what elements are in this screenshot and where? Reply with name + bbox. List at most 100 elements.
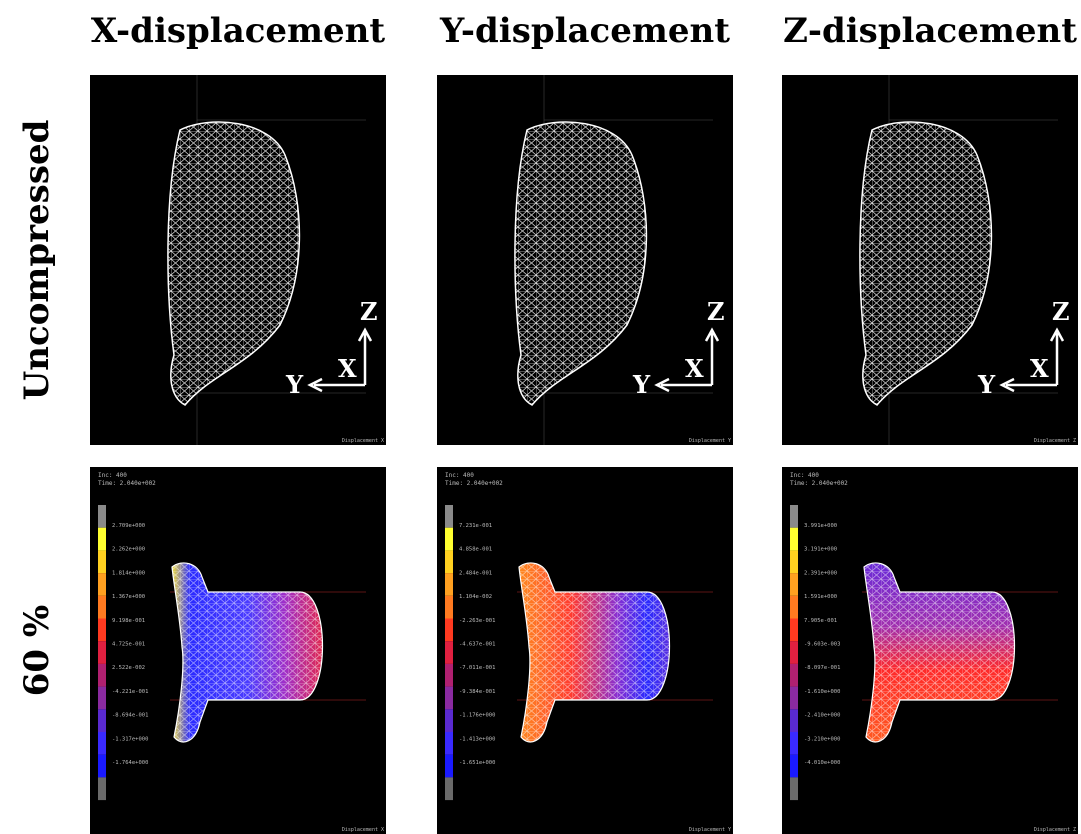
axis-label-x: X [338,354,357,383]
colorbar-label: 3.191e+000 [804,547,837,553]
colorbar-block [445,573,453,596]
colorbar-block [98,528,106,551]
panel: Displacement X ZX Y [90,75,386,445]
colorbar-block [98,573,106,596]
colorbar-label: -1.651e+000 [459,760,495,766]
colorbar-label: 1.814e+000 [112,570,145,576]
colorbar-block [790,573,798,596]
colorbar-block [445,687,453,710]
colorbar-label: 3.991e+000 [804,523,837,529]
colorbar-block [790,755,798,778]
colorbar-block [445,641,453,664]
colorbar-label: -1.413e+000 [459,736,495,742]
increment: Inc: 400 [790,472,819,479]
colorbar-block [790,619,798,642]
panel: Displacement Y Inc: 400Time: 2.040e+002 7.… [437,467,733,834]
colorbar-block [445,664,453,687]
colorbar-block [790,550,798,573]
colorbar-block [790,596,798,619]
colorbar-label: -4.221e-001 [112,689,148,695]
panel-footer: Displacement Z [1034,438,1076,444]
colorbar-block [98,732,106,755]
colorbar-label: 4.858e-001 [459,547,492,553]
colorbar-block [98,777,106,800]
colorbar-block [790,732,798,755]
axis-label-z: Z [360,297,378,326]
colorbar-label: 2.391e+000 [804,570,837,576]
time: Time: 2.040e+002 [445,480,503,487]
colorbar-block [98,596,106,619]
row-label: Uncompressed [17,120,57,401]
colorbar-block [445,755,453,778]
colorbar-block [98,619,106,642]
axis-label-y: Y [285,370,304,399]
colorbar-label: -8.097e-001 [804,665,840,671]
colorbar-block [98,550,106,573]
colorbar-label: 1.104e-002 [459,594,492,600]
colorbar-label: -2.263e-001 [459,618,495,624]
colorbar-label: 2.484e-001 [459,570,492,576]
axis-label-z: Z [1052,297,1070,326]
column-title: Y-displacement [439,11,730,51]
colorbar-label: 1.367e+000 [112,594,145,600]
colorbar-block [790,505,798,528]
colorbar-block [445,709,453,732]
axis-label-z: Z [707,297,725,326]
colorbar-label: -3.210e+000 [804,736,840,742]
axis-label-y: Y [977,370,996,399]
increment: Inc: 400 [445,472,474,479]
colorbar-label: 9.198e-001 [112,618,145,624]
colorbar-label: -1.176e+000 [459,713,495,719]
colorbar-block [98,755,106,778]
colorbar-block [790,641,798,664]
colorbar-block [445,528,453,551]
axis-label-x: X [685,354,704,383]
colorbar-label: -7.011e-001 [459,665,495,671]
colorbar-block [790,687,798,710]
panel-footer: Displacement X [342,438,384,444]
increment: Inc: 400 [98,472,127,479]
colorbar-label: -8.694e-001 [112,713,148,719]
colorbar-label: -4.010e+000 [804,760,840,766]
colorbar-block [790,777,798,800]
time: Time: 2.040e+002 [98,480,156,487]
colorbar-block [98,687,106,710]
colorbar-label: -9.603e-003 [804,642,840,648]
axis-label-y: Y [632,370,651,399]
colorbar-label: 2.262e+000 [112,547,145,553]
colorbar-label: 2.709e+000 [112,523,145,529]
colorbar-label: -1.317e+000 [112,736,148,742]
colorbar-block [445,619,453,642]
colorbar-label: -1.764e+000 [112,760,148,766]
column-title: X-displacement [91,11,385,51]
panel-footer: Displacement Y [689,827,731,833]
colorbar-block [98,505,106,528]
colorbar-label: 7.231e-001 [459,523,492,529]
panel: Displacement Z ZX Y [782,75,1078,445]
colorbar-block [98,709,106,732]
colorbar-block [445,732,453,755]
colorbar-label: -1.610e+000 [804,689,840,695]
figure: Uncompressed60 %X-displacementDisplaceme… [0,0,1081,834]
colorbar-label: 7.905e-001 [804,618,837,624]
colorbar-label: -9.384e-001 [459,689,495,695]
colorbar-block [445,550,453,573]
colorbar-label: -2.410e+000 [804,713,840,719]
colorbar-label: 4.725e-001 [112,642,145,648]
colorbar-block [98,641,106,664]
colorbar-block [790,709,798,732]
colorbar-block [790,528,798,551]
column-title: Z-displacement [783,11,1077,51]
panel-footer: Displacement X [342,827,384,833]
panel-footer: Displacement Y [689,438,731,444]
axis-label-x: X [1030,354,1049,383]
colorbar-block [98,664,106,687]
panel-footer: Displacement Z [1034,827,1076,833]
colorbar-block [790,664,798,687]
colorbar-block [445,777,453,800]
panel: Displacement Y ZX Y [437,75,733,445]
colorbar-block [445,505,453,528]
time: Time: 2.040e+002 [790,480,848,487]
